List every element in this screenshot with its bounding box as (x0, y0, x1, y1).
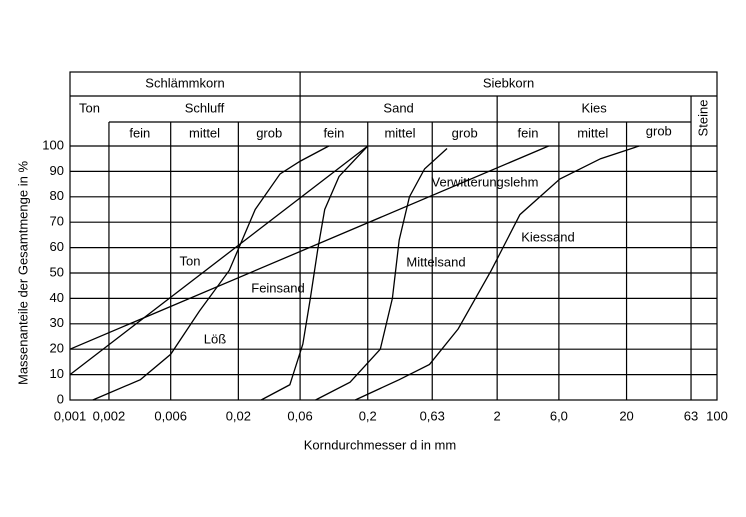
curve (69, 145, 549, 350)
curve (315, 148, 448, 401)
x-tick-label: 0,002 (93, 408, 126, 423)
curve-label: Verwitterungslehm (432, 174, 539, 189)
x-tick-label: 63 (684, 408, 698, 423)
x-tick-label: 6,0 (550, 408, 568, 423)
curve-label: Kiessand (521, 229, 574, 244)
curve (354, 145, 640, 401)
x-tick-label: 2 (494, 408, 501, 423)
y-tick-label: 20 (50, 341, 64, 356)
header-cell: Siebkorn (483, 75, 534, 90)
x-tick-label: 0,006 (154, 408, 187, 423)
x-tick-label: 0,2 (359, 408, 377, 423)
y-tick-label: 40 (50, 290, 64, 305)
header-cell: grob (256, 125, 282, 140)
x-tick-label: 0,02 (226, 408, 251, 423)
x-axis-label: Korndurchmesser d in mm (304, 437, 456, 452)
header-cell: grob (646, 123, 672, 138)
header-cell: Sand (383, 100, 413, 115)
header-cell: mittel (384, 125, 415, 140)
x-tick-label: 0,001 (54, 408, 87, 423)
x-tick-label: 100 (706, 408, 728, 423)
x-tick-label: 0,63 (420, 408, 445, 423)
y-tick-label: 60 (50, 239, 64, 254)
header-cell: Schlämmkorn (145, 75, 224, 90)
header-cell: Ton (79, 100, 100, 115)
curve-label: Löß (204, 331, 226, 346)
y-axis-label: Massenanteile der Gesamtmenge in % (15, 161, 30, 385)
y-tick-label: 10 (50, 366, 64, 381)
header-cell: fein (518, 125, 539, 140)
x-tick-label: 20 (619, 408, 633, 423)
frame (69, 71, 718, 401)
curve-label: Mittelsand (406, 254, 465, 269)
x-tick-label: 0,06 (287, 408, 312, 423)
y-tick-label: 0 (57, 391, 64, 406)
y-tick-label: 30 (50, 315, 64, 330)
curve (92, 145, 330, 401)
header-cell: Schluff (185, 100, 225, 115)
y-tick-label: 80 (50, 188, 64, 203)
header-cell: mittel (577, 125, 608, 140)
curve-label: Feinsand (251, 280, 304, 295)
y-tick-label: 100 (42, 137, 64, 152)
curve (69, 145, 369, 376)
header-cell: mittel (189, 125, 220, 140)
curve (260, 145, 369, 401)
header-cell: fein (323, 125, 344, 140)
y-tick-label: 70 (50, 214, 64, 229)
y-tick-label: 50 (50, 264, 64, 279)
y-tick-label: 90 (50, 163, 64, 178)
header-cell: Steine (695, 100, 710, 137)
header-cell: grob (452, 125, 478, 140)
header-cell: fein (129, 125, 150, 140)
curve-label: Ton (180, 253, 201, 268)
header-cell: Kies (581, 100, 607, 115)
